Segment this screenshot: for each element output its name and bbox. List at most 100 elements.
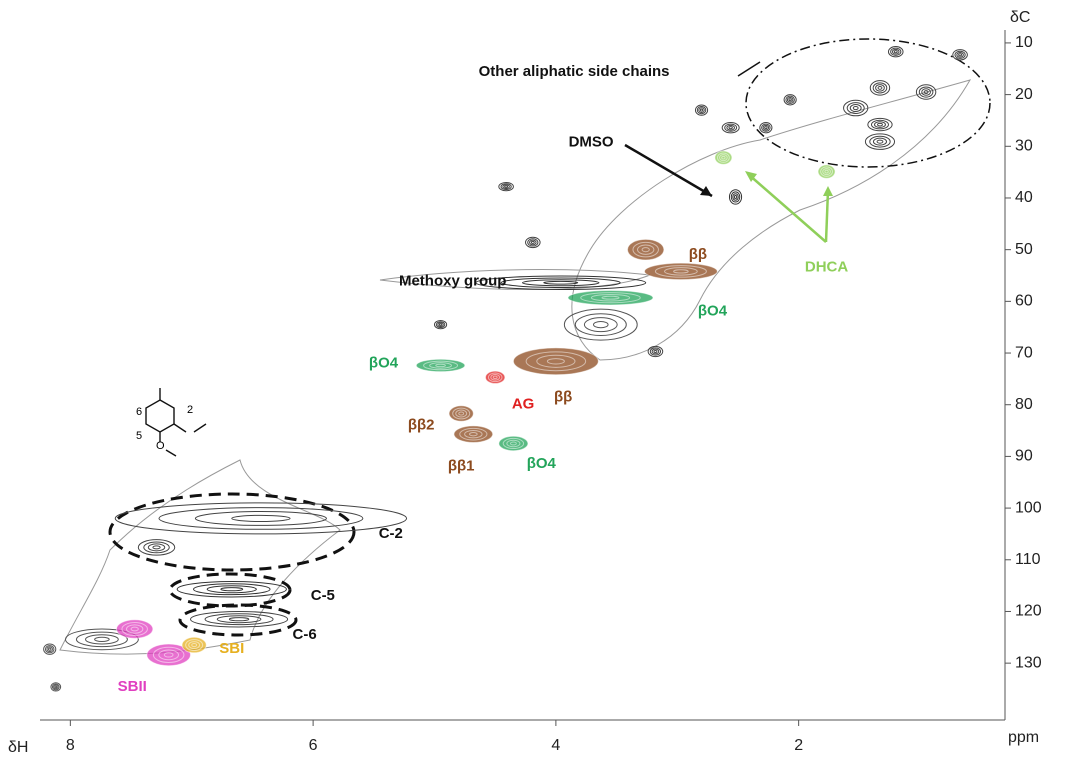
peak [449,406,473,422]
arrows [625,62,833,242]
peak [499,436,528,450]
peak-contour [221,588,243,591]
peak-contour [652,349,659,354]
peak [868,118,892,130]
peak-contour [727,125,735,130]
peak [722,123,739,133]
peak-contour [48,648,50,650]
annotation: ββ [689,246,707,263]
arrow [738,62,760,76]
y-axis-label: δC [1010,9,1030,26]
peak [116,620,152,639]
peak-contour [892,49,899,54]
y-tick-label: 130 [1015,654,1042,671]
peak-contour [765,127,767,129]
peak [644,263,717,280]
y-tick-label: 60 [1015,293,1033,310]
ring [146,400,174,432]
contour-outline [60,460,340,654]
peak [729,190,741,204]
peak [44,644,56,654]
peak [434,320,446,328]
regions [110,39,990,635]
peak-contour [876,85,885,92]
bond [174,424,186,432]
peak [485,371,504,383]
x-tick-label: 6 [309,737,318,754]
peak [568,290,653,304]
y-tick-label: 80 [1015,396,1033,413]
x-tick-label: 4 [551,737,560,754]
peak-contour [217,616,261,623]
peak-contour [86,635,119,644]
peak-contour [894,51,897,53]
peak-contour [505,186,508,188]
structure-label: O [156,440,165,452]
arrow [625,145,712,196]
region-c2 [110,494,354,570]
y-tick-label: 120 [1015,603,1042,620]
peak [870,81,889,95]
peak-contour [875,122,886,128]
region-aliphatic [746,39,990,167]
page: {"chart_data": { "type": "contour", "x_l… [0,0,1066,763]
annotation: C-5 [311,587,335,604]
peak-contour [734,195,736,198]
peak-contour [439,324,441,326]
annotation: AG [512,396,535,413]
arrow-head [823,186,833,196]
annotation: DMSO [569,134,614,151]
y-tick-label: 20 [1015,86,1033,103]
peak [499,182,514,190]
peak-contour [789,99,791,101]
unit-label: ppm [1008,729,1039,746]
peak-contour [531,241,534,243]
peak-contour [229,618,248,621]
region-c6 [180,605,296,635]
peak [513,348,598,375]
peak-contour [584,318,617,332]
bond [166,450,176,456]
peak-contour [763,125,768,130]
annotation: C-6 [293,626,317,643]
y-tick-label: 30 [1015,138,1033,155]
peak-contour [850,105,861,112]
peak [784,95,796,105]
peak [182,637,206,653]
peak-contour [853,106,858,109]
contour-outline [572,80,970,360]
annotation: βO4 [369,354,399,371]
annotation: Other aliphatic side chains [479,63,670,80]
peak [888,47,903,57]
y-tick-label: 50 [1015,241,1033,258]
annotation: SBII [118,678,147,695]
background-contours [60,80,970,654]
structure-label: 5 [136,430,142,442]
peak-contour [878,86,882,89]
x-axis-label: δH [8,739,28,756]
peak-contour [654,350,657,352]
structure-label: 6 [136,406,142,418]
peak-contour [957,52,964,57]
peak [865,134,894,150]
peak-contour [575,314,626,336]
structure [146,388,206,456]
structure-label: 2 [187,404,193,416]
peak-contour [873,138,886,145]
x-tick-label: 8 [66,737,75,754]
annotation: DHCA [805,259,848,276]
annotation: SBI [219,640,244,657]
peak [844,100,868,116]
peak-contour [959,54,962,56]
peak-contour [47,647,52,652]
annotation: Methoxy group [399,273,507,290]
peak-contour [878,123,883,125]
peak [177,581,286,597]
peak [627,239,663,260]
annotation: C-2 [379,525,403,542]
y-tick-label: 90 [1015,448,1033,465]
peak [715,151,732,164]
peak [51,683,61,691]
chart: 6 2 5 O δC ppm δH 8642102030405060708090… [0,0,1066,763]
peak-contour [159,508,363,530]
